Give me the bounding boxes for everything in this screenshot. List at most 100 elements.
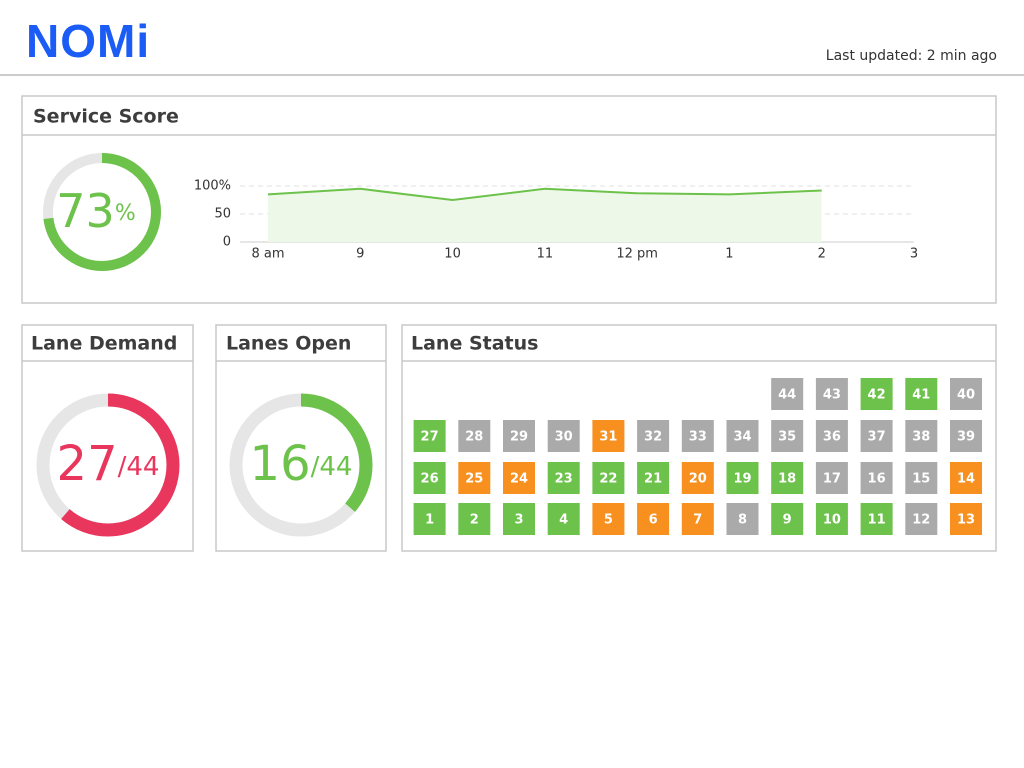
lane-tile	[860, 420, 893, 452]
lane-tile	[950, 503, 982, 535]
lane-tile	[860, 378, 893, 410]
panel-title: Lane Demand	[31, 333, 177, 355]
unit: %	[115, 201, 136, 226]
panel-title: Service Score	[33, 106, 179, 128]
lane-number: 37	[868, 430, 886, 445]
lane-number: 34	[733, 430, 751, 445]
lane-tile	[950, 378, 982, 410]
panel-title: Lane Status	[411, 333, 538, 355]
lane-number: 27	[421, 430, 439, 445]
lane-tile	[413, 462, 446, 494]
lane-number: 39	[957, 430, 975, 445]
lane-number: 7	[693, 513, 702, 528]
y-tick-label: 0	[223, 235, 231, 250]
gauge-value: 73%	[56, 184, 135, 238]
lane-number: 32	[644, 430, 662, 445]
lane-number: 40	[957, 388, 975, 403]
lane-number: 5	[604, 513, 613, 528]
lane-tile	[815, 378, 848, 410]
lane-tile	[458, 462, 491, 494]
lane-number: 10	[823, 513, 841, 528]
lane-tile	[681, 462, 714, 494]
lane-number: 15	[912, 472, 930, 487]
gauge-arc	[229, 393, 373, 537]
lane-number: 8	[738, 513, 747, 528]
logo: NOMi	[26, 15, 150, 67]
lane-tile	[547, 420, 580, 452]
lane-tile	[592, 462, 625, 494]
area	[268, 188, 822, 242]
x-tick-label: 10	[444, 247, 461, 262]
x-tick-label: 3	[910, 247, 918, 262]
lane-tile	[905, 420, 938, 452]
lane-number: 16	[868, 472, 886, 487]
lane-number: 13	[957, 513, 975, 528]
lane-tile	[503, 420, 535, 452]
lane-tile	[458, 420, 491, 452]
lane-number: 17	[823, 472, 841, 487]
x-tick-label: 9	[356, 247, 364, 262]
lane-number: 31	[599, 430, 617, 445]
lane-number: 4	[559, 513, 568, 528]
lane-tile	[815, 503, 848, 535]
lane-number: 35	[778, 430, 796, 445]
lane-number: 38	[912, 430, 930, 445]
lane-number: 41	[912, 388, 930, 403]
lane-tile	[503, 462, 535, 494]
lane-number: 22	[599, 472, 617, 487]
value: 27	[57, 436, 118, 492]
lane-tile	[547, 503, 580, 535]
lane-number: 23	[555, 472, 573, 487]
lane-number: 19	[733, 472, 751, 487]
gauge-arc	[43, 153, 161, 271]
lane-number: 20	[689, 472, 707, 487]
lane-tile	[547, 462, 580, 494]
lane-tile	[458, 503, 491, 535]
total: 44	[126, 452, 159, 482]
lane-number: 33	[689, 430, 707, 445]
lane-tile	[637, 420, 670, 452]
gauge-value: 16/44	[250, 436, 353, 492]
lane-number: 3	[514, 513, 523, 528]
lane-tile	[503, 503, 535, 535]
lane-number: 28	[465, 430, 483, 445]
total: 44	[319, 452, 352, 482]
lane-tile	[771, 420, 804, 452]
lane-number: 36	[823, 430, 841, 445]
lane-tile	[950, 420, 982, 452]
lane-tile	[726, 420, 759, 452]
lane-number: 42	[868, 388, 886, 403]
lane-number: 12	[912, 513, 930, 528]
lane-tile	[771, 378, 804, 410]
value: 73	[56, 184, 115, 238]
separator: /	[311, 452, 320, 482]
lane-number: 43	[823, 388, 841, 403]
lane-number: 29	[510, 430, 528, 445]
lane-number: 26	[421, 472, 439, 487]
lane-tile	[637, 462, 670, 494]
lane-tile	[860, 503, 893, 535]
lane-tile	[413, 503, 446, 535]
gauge-value: 27/44	[57, 436, 160, 492]
lane-tile	[905, 378, 938, 410]
y-tick-label: 50	[214, 207, 231, 222]
lane-tile	[950, 462, 982, 494]
lane-number: 24	[510, 472, 528, 487]
lane-number: 6	[649, 513, 658, 528]
x-tick-label: 12 pm	[616, 247, 658, 262]
lane-tile	[726, 503, 759, 535]
lane-tile	[771, 462, 804, 494]
lane-number: 14	[957, 472, 975, 487]
lane-tile	[681, 420, 714, 452]
lane-number: 25	[465, 472, 483, 487]
lane-number: 30	[555, 430, 573, 445]
lane-number: 21	[644, 472, 662, 487]
x-tick-label: 2	[818, 247, 826, 262]
lane-number: 11	[868, 513, 886, 528]
y-tick-label: 100%	[194, 179, 231, 194]
gauge-arc	[36, 393, 180, 537]
lane-number: 2	[470, 513, 479, 528]
line	[267, 187, 822, 202]
lane-tile	[905, 503, 938, 535]
